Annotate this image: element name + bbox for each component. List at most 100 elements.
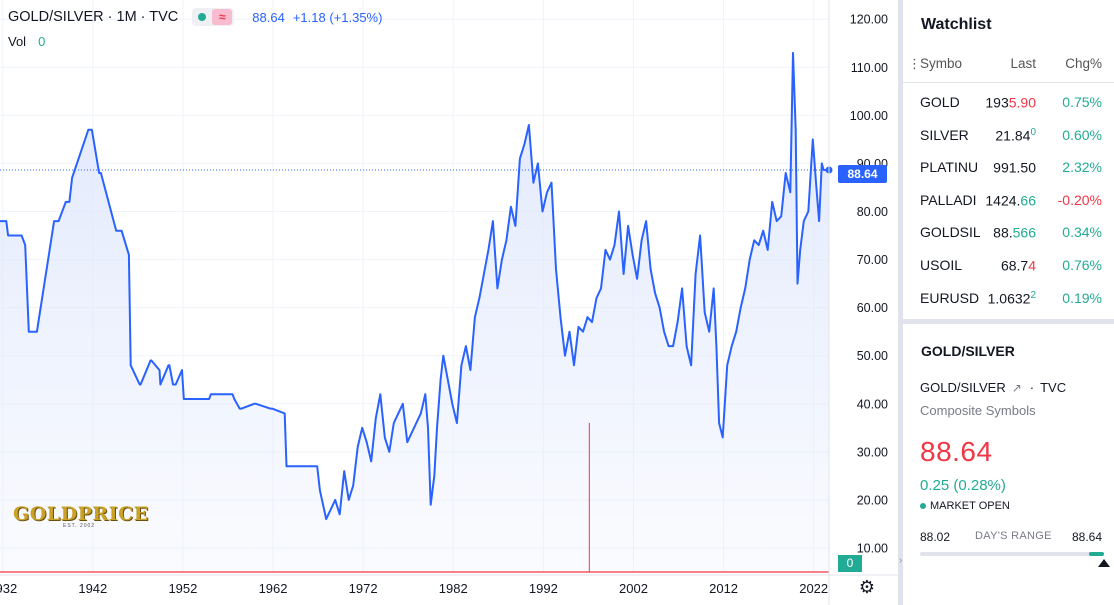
- symbol-title[interactable]: GOLD/SILVER · 1M · TVC: [8, 9, 179, 25]
- watchlist-symbol: PALLADI: [920, 191, 977, 208]
- chart-pane[interactable]: 10.00 20.00 30.00 40.00 50.00 60.00 70.00 80.00…: [0, 0, 898, 605]
- watchlist-last-tick: 66: [1020, 192, 1036, 209]
- watchlist-last: 68.74: [1001, 257, 1036, 274]
- watchlist-change: 2.32%: [1062, 159, 1102, 176]
- x-tick-label: 1962: [259, 581, 288, 596]
- details-change: 0.25 (0.28%): [920, 477, 1006, 494]
- watchlist-last-main: 88.: [993, 225, 1013, 242]
- day-range-label: DAY'S RANGE: [975, 530, 1052, 542]
- watchlist-last-main: 21.84: [995, 127, 1031, 144]
- legend-price: 88.64: [252, 9, 285, 25]
- x-tick-label: 1952: [168, 581, 197, 596]
- external-link-icon[interactable]: ↗: [1011, 380, 1022, 395]
- watchlist-row[interactable]: EURUSD 1.06322 0.19%: [903, 282, 1114, 314]
- details-exchange: TVC: [1040, 380, 1067, 395]
- details-symbol: GOLD/SILVER: [920, 380, 1006, 395]
- price-chart[interactable]: 10.00 20.00 30.00 40.00 50.00 60.00 70.00 80.00…: [0, 0, 898, 605]
- watchlist-last-fraction: 2: [1030, 289, 1036, 301]
- x-tick-label: 1972: [349, 581, 378, 596]
- watchlist-row[interactable]: SILVER 21.840 0.60%: [903, 119, 1114, 151]
- watchlist-last-main: 1424.: [985, 192, 1021, 209]
- watchlist-last-main: 68.7: [1000, 257, 1029, 274]
- watchlist-row[interactable]: GOLDSIL 88.566 0.34%: [903, 216, 1114, 248]
- x-tick-label: 2022: [799, 581, 828, 596]
- watchlist-symbol: USOIL: [920, 257, 963, 273]
- watchlist-change: 0.76%: [1062, 257, 1102, 273]
- y-tick-label: 30.00: [857, 445, 888, 459]
- watchlist-last-tick: 4: [1028, 257, 1036, 274]
- x-tick-label: 1992: [529, 581, 558, 596]
- x-tick-label: 1932: [0, 581, 17, 596]
- status-pill[interactable]: ≈: [192, 8, 235, 26]
- chart-settings-gear-icon[interactable]: ⚙: [858, 577, 876, 597]
- y-tick-label: 110.00: [851, 61, 888, 75]
- watchlist-change: 0.34%: [1062, 224, 1102, 241]
- watchlist-column-headers: ⋮ Symbo Last Chg%: [903, 56, 1114, 76]
- watchlist-last: 1.06322: [988, 290, 1036, 307]
- logo-text: GOLDPRICE: [13, 503, 149, 525]
- market-open-dot-icon: [198, 13, 207, 21]
- watchlist-last: 991.50: [993, 159, 1036, 176]
- watchlist-change: -0.20%: [1057, 191, 1102, 208]
- market-status: MARKET OPEN: [920, 500, 1010, 512]
- market-status-text: MARKET OPEN: [930, 500, 1010, 512]
- details-price: 88.64: [920, 436, 993, 467]
- x-tick-label: 1942: [78, 581, 107, 596]
- y-tick-label: 120.00: [850, 13, 888, 27]
- watchlist-change: 0.60%: [1062, 126, 1102, 143]
- details-exchange-sep: ·: [1029, 380, 1035, 395]
- x-tick-label: 2012: [709, 581, 738, 596]
- column-change[interactable]: Chg%: [1065, 56, 1102, 71]
- y-tick-label: 20.00: [857, 493, 888, 507]
- y-tick-label: 40.00: [857, 397, 888, 411]
- day-range-low: 88.02: [920, 530, 951, 544]
- day-range-high: 88.64: [1071, 530, 1102, 544]
- watchlist-row[interactable]: PLATINU 991.50 2.32%: [903, 151, 1114, 183]
- panel-section-divider[interactable]: [903, 319, 1114, 324]
- watchlist-last: 1935.90: [985, 94, 1036, 111]
- collapse-panel-chevron-icon[interactable]: ›: [899, 555, 903, 566]
- details-symbol-type: Composite Symbols: [920, 403, 1036, 418]
- y-tick-label: 10.00: [857, 541, 888, 555]
- series-line[interactable]: [0, 51, 829, 521]
- watchlist-symbol: SILVER: [920, 126, 969, 143]
- watchlist-last: 1424.66: [985, 192, 1036, 209]
- watchlist-row[interactable]: GOLD 1935.90 0.75%: [903, 86, 1114, 118]
- watchlist-last-tick: 5.90: [1008, 94, 1036, 111]
- series-area-fill: [0, 52, 829, 572]
- y-tick-label: 80.00: [857, 205, 888, 219]
- details-title[interactable]: GOLD/SILVER: [921, 343, 1015, 359]
- volume-label: Vol: [8, 34, 27, 49]
- watchlist-change: 0.75%: [1062, 94, 1102, 110]
- column-symbol[interactable]: Symbo: [920, 56, 963, 71]
- watchlist-last-main: 1.0632: [987, 290, 1031, 307]
- day-range-marker-icon: [1098, 559, 1110, 567]
- watchlist-last: 21.840: [995, 127, 1036, 144]
- watchlist-last-fraction: 0: [1030, 126, 1036, 138]
- y-tick-label: 100.00: [850, 109, 888, 123]
- volume-value: 0: [38, 34, 46, 49]
- details-symbol-line: GOLD/SILVER ↗ · TVC: [920, 380, 1066, 395]
- watchlist-symbol: PLATINU: [920, 159, 979, 176]
- chart-legend: GOLD/SILVER · 1M · TVC ≈ 88.64 +1.18 (+1…: [8, 8, 382, 26]
- watchlist-last-main: 991.50: [993, 159, 1036, 176]
- drag-handle-icon[interactable]: ⋮: [908, 56, 921, 71]
- column-last[interactable]: Last: [1010, 56, 1036, 71]
- last-price-badge: 88.64: [838, 165, 887, 183]
- watchlist-row[interactable]: USOIL 68.74 0.76%: [903, 249, 1114, 281]
- watchlist-change: 0.19%: [1062, 289, 1102, 306]
- y-tick-label: 70.00: [857, 253, 888, 267]
- delayed-data-icon[interactable]: ≈: [212, 9, 233, 25]
- watchlist-symbol: GOLDSIL: [920, 224, 980, 241]
- day-range-fill: [1089, 552, 1104, 556]
- watchlist-symbol: GOLD: [920, 94, 960, 110]
- watchlist-row[interactable]: PALLADI 1424.66 -0.20%: [903, 184, 1114, 216]
- panel-divider[interactable]: [898, 0, 903, 605]
- watchlist-last: 88.566: [993, 224, 1036, 241]
- watchlist-last-tick: 566: [1012, 225, 1036, 242]
- watchlist-title[interactable]: Watchlist: [921, 16, 992, 33]
- goldprice-logo: GOLDPRICE EST. 2002: [13, 503, 159, 533]
- watchlist-symbol: EURUSD: [920, 289, 980, 306]
- volume-legend: Vol 0: [8, 34, 45, 49]
- legend-change: +1.18 (+1.35%): [292, 9, 383, 25]
